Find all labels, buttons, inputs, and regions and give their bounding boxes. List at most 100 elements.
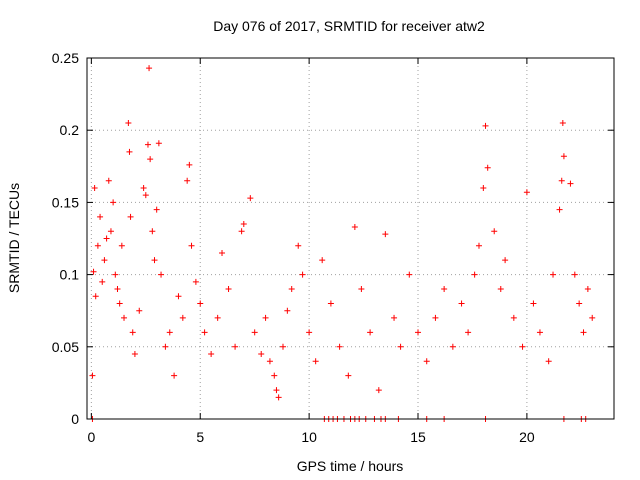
data-point [89, 372, 96, 379]
data-point [219, 249, 226, 256]
data-point [319, 257, 326, 264]
y-tick-label: 0.1 [60, 267, 80, 283]
plot-frame [86, 57, 615, 420]
data-point [345, 372, 352, 379]
data-point [101, 257, 108, 264]
data-point [273, 387, 280, 394]
chart-title: Day 076 of 2017, SRMTID for receiver atw… [213, 18, 485, 34]
data-point [560, 153, 567, 160]
data-point [432, 314, 439, 321]
data-point [279, 343, 286, 350]
data-point [153, 206, 160, 213]
data-point [580, 329, 587, 336]
data-point [458, 300, 465, 307]
data-point [147, 156, 154, 163]
data-point [559, 119, 566, 126]
data-point [275, 394, 282, 401]
data-point [91, 184, 98, 191]
data-point [536, 329, 543, 336]
data-point [112, 271, 119, 278]
data-point [306, 329, 313, 336]
data-point [288, 286, 295, 293]
y-tick-label: 0.25 [52, 50, 79, 66]
y-tick-label: 0 [71, 411, 79, 427]
data-point [497, 286, 504, 293]
data-point [92, 293, 99, 300]
data-point [136, 307, 143, 314]
data-point [118, 242, 125, 249]
data-point [271, 372, 278, 379]
data-point [266, 358, 273, 365]
data-points [89, 65, 596, 422]
data-point [94, 242, 101, 249]
data-point [441, 286, 448, 293]
data-point [589, 314, 596, 321]
data-point [358, 286, 365, 293]
data-point [121, 314, 128, 321]
data-point [558, 177, 565, 184]
data-point [197, 300, 204, 307]
data-point [149, 228, 156, 235]
data-point [116, 300, 123, 307]
data-point [114, 286, 121, 293]
data-point [556, 206, 563, 213]
x-tick-label: 10 [301, 429, 317, 445]
data-point [142, 192, 149, 199]
y-tick-label: 0.05 [52, 339, 79, 355]
data-point [258, 351, 265, 358]
data-point [312, 358, 319, 365]
x-axis-label: GPS time / hours [297, 458, 404, 474]
data-point [146, 65, 153, 72]
data-point [247, 195, 254, 202]
data-point [158, 271, 165, 278]
data-point [140, 184, 147, 191]
data-point [484, 164, 491, 171]
data-point [567, 180, 574, 187]
data-point [162, 343, 169, 350]
data-point [351, 223, 358, 230]
data-point [523, 189, 530, 196]
data-point [382, 231, 389, 238]
y-tick-label: 0.2 [60, 122, 80, 138]
data-point [105, 177, 112, 184]
data-point [576, 300, 583, 307]
data-point [502, 257, 509, 264]
data-point [375, 387, 382, 394]
data-point [449, 343, 456, 350]
data-point [144, 141, 151, 148]
axis-ticks: 0 0.05 0.1 0.15 0.2 0.25 0 5 10 15 20 [52, 50, 614, 445]
data-point [391, 314, 398, 321]
data-point [584, 286, 591, 293]
x-tick-label: 15 [410, 429, 426, 445]
data-point [201, 329, 208, 336]
data-point [571, 271, 578, 278]
data-point [110, 199, 117, 206]
data-point [491, 228, 498, 235]
y-axis-label: SRMTID / TECUs [6, 183, 22, 293]
data-point [131, 351, 138, 358]
data-point [465, 329, 472, 336]
data-point [125, 119, 132, 126]
data-point [186, 161, 193, 168]
y-tick-label: 0.15 [52, 194, 79, 210]
data-point [155, 140, 162, 147]
x-tick-label: 20 [519, 429, 535, 445]
data-point [510, 314, 517, 321]
data-point [295, 242, 302, 249]
data-point [415, 329, 422, 336]
data-point [192, 278, 199, 285]
data-point [151, 257, 158, 264]
data-point [367, 329, 374, 336]
data-point [166, 329, 173, 336]
data-point [184, 177, 191, 184]
data-point [179, 314, 186, 321]
data-point [188, 242, 195, 249]
data-point [406, 271, 413, 278]
x-tick-label: 0 [87, 429, 95, 445]
data-point [129, 329, 136, 336]
grid-lines [87, 58, 614, 419]
data-point [336, 343, 343, 350]
data-point [251, 329, 258, 336]
data-point [208, 351, 215, 358]
